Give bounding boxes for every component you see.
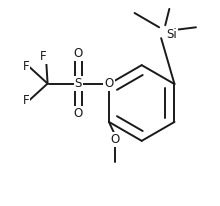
Text: F: F <box>40 50 47 63</box>
Text: O: O <box>110 133 120 146</box>
Text: F: F <box>23 60 29 73</box>
Text: O: O <box>74 107 83 120</box>
Text: Si: Si <box>166 28 177 41</box>
Text: F: F <box>23 95 29 108</box>
Text: S: S <box>75 77 82 90</box>
Text: O: O <box>74 47 83 60</box>
Text: O: O <box>104 77 114 90</box>
